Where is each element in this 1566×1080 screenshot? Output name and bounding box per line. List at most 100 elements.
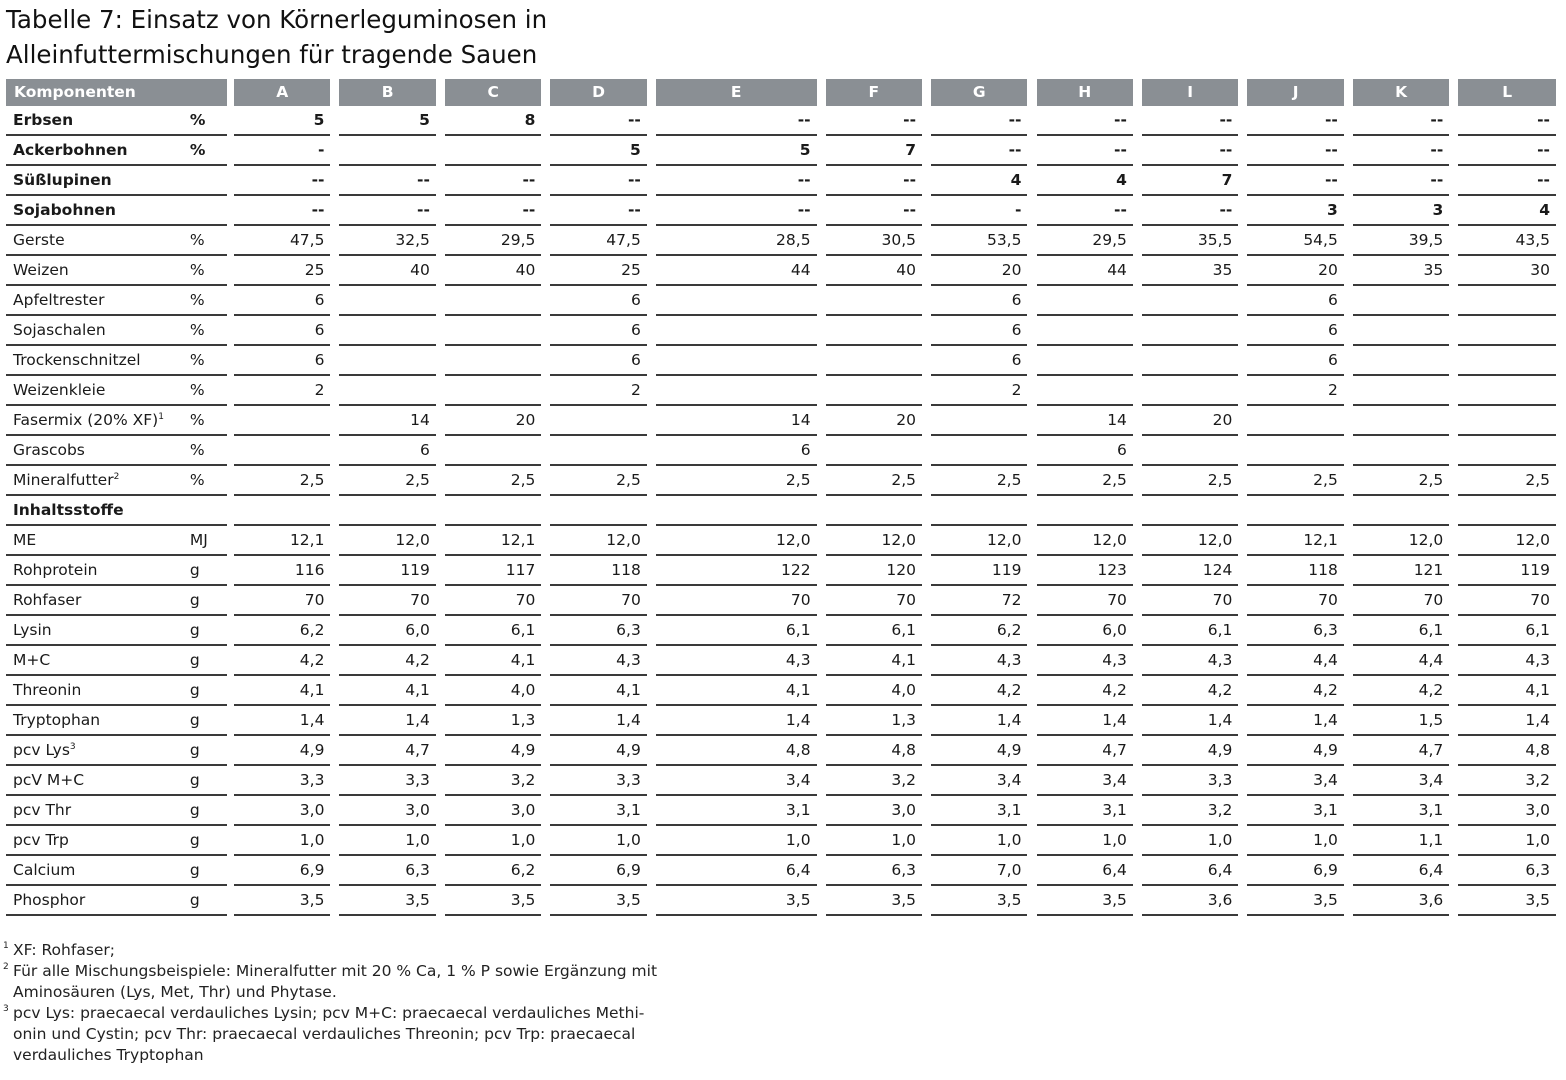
column-gap bbox=[1027, 645, 1036, 675]
cell-c: 4,9 bbox=[444, 735, 542, 766]
cell-l: 4 bbox=[1458, 195, 1556, 226]
column-gap bbox=[436, 135, 445, 165]
row-label: Tryptophan bbox=[6, 705, 190, 736]
cell-f: -- bbox=[825, 106, 923, 136]
column-gap bbox=[647, 735, 656, 765]
footnote-line: onin und Cystin; pcv Thr: praecaecal ver… bbox=[13, 1025, 636, 1043]
column-gap bbox=[1133, 735, 1142, 765]
column-gap bbox=[1238, 525, 1247, 555]
cell-l: 2,5 bbox=[1458, 465, 1556, 496]
row-unit: g bbox=[189, 855, 227, 886]
cell-c: 40 bbox=[444, 255, 542, 286]
column-gap bbox=[227, 79, 235, 106]
cell-k: 6,4 bbox=[1352, 855, 1450, 886]
row-label-text: pcv Thr bbox=[13, 801, 72, 819]
row-unit bbox=[189, 195, 227, 226]
cell-g: - bbox=[931, 195, 1028, 226]
column-gap bbox=[1449, 315, 1458, 345]
table-row: Sojaschalen% 6 6 6 6 bbox=[6, 315, 1556, 346]
column-gap bbox=[922, 795, 931, 825]
cell-a: 6,9 bbox=[234, 855, 331, 886]
column-gap bbox=[817, 225, 826, 255]
table-row: Phosphor g 3,5 3,5 3,5 3,5 3,5 3,5 3,5 3,5 3,6 3,5 3… bbox=[6, 885, 1556, 916]
column-gap bbox=[330, 195, 339, 225]
column-gap bbox=[1343, 79, 1353, 106]
column-gap bbox=[436, 405, 445, 435]
row-unit: g bbox=[189, 735, 227, 766]
column-gap bbox=[1133, 465, 1142, 495]
column-gap bbox=[227, 705, 234, 735]
table-title: Tabelle 7: Einsatz von Körnerleguminosen… bbox=[6, 2, 906, 72]
cell-f: -- bbox=[825, 165, 923, 196]
column-gap bbox=[436, 255, 445, 285]
column-gap bbox=[541, 525, 550, 555]
cell-k: 3,1 bbox=[1352, 795, 1450, 826]
cell-d bbox=[550, 405, 647, 436]
cell-i: 1,0 bbox=[1141, 825, 1239, 856]
column-gap bbox=[817, 825, 826, 855]
footnote-line: verdauliches Tryptophan bbox=[13, 1046, 204, 1064]
cell-h: 1,0 bbox=[1036, 825, 1133, 856]
row-label: Fasermix (20% XF)1 bbox=[6, 405, 190, 436]
cell-f: 7 bbox=[825, 135, 923, 166]
row-label-text: Grascobs bbox=[13, 441, 85, 459]
cell-e: 4,3 bbox=[655, 645, 817, 676]
cell-l bbox=[1458, 285, 1556, 316]
column-gap bbox=[817, 435, 826, 465]
cell-a bbox=[234, 435, 331, 466]
row-label-text: pcV M+C bbox=[13, 771, 85, 789]
cell-c: 2,5 bbox=[444, 465, 542, 496]
column-gap bbox=[541, 79, 551, 106]
column-gap bbox=[1449, 705, 1458, 735]
column-gap bbox=[1449, 735, 1458, 765]
row-unit bbox=[189, 165, 227, 196]
column-gap bbox=[541, 645, 550, 675]
footnote-mark: 3 bbox=[3, 1004, 9, 1014]
column-gap bbox=[1238, 315, 1247, 345]
cell-h: 3,4 bbox=[1036, 765, 1133, 796]
column-gap bbox=[1027, 885, 1036, 915]
column-gap bbox=[330, 675, 339, 705]
column-gap bbox=[227, 255, 234, 285]
column-gap bbox=[436, 885, 445, 915]
column-gap bbox=[1344, 885, 1353, 915]
cell-b: 3,0 bbox=[339, 795, 436, 826]
cell-f bbox=[825, 315, 923, 346]
column-gap bbox=[541, 825, 550, 855]
cell-f bbox=[825, 345, 923, 376]
cell-a: -- bbox=[234, 165, 331, 196]
row-unit: g bbox=[189, 825, 227, 856]
cell-f bbox=[825, 285, 923, 316]
column-gap bbox=[817, 675, 826, 705]
cell-k: -- bbox=[1352, 135, 1450, 166]
row-unit: g bbox=[189, 705, 227, 736]
column-gap bbox=[330, 375, 339, 405]
row-label: Threonin bbox=[6, 675, 190, 706]
cell-h: 123 bbox=[1036, 555, 1133, 586]
column-gap bbox=[1238, 255, 1247, 285]
cell-j: 3,4 bbox=[1247, 765, 1344, 796]
cell-e: 4,1 bbox=[655, 675, 817, 706]
cell-a: 6,2 bbox=[234, 615, 331, 646]
column-gap bbox=[1449, 405, 1458, 435]
cell-f: 70 bbox=[825, 585, 923, 616]
row-label: ME bbox=[6, 525, 190, 556]
cell-d: 1,0 bbox=[550, 825, 647, 856]
cell-a: 1,0 bbox=[234, 825, 331, 856]
column-gap bbox=[647, 465, 656, 495]
table-row: Trockenschnitzel% 6 6 6 6 bbox=[6, 345, 1556, 376]
cell-k: 35 bbox=[1352, 255, 1450, 286]
section-spacer bbox=[1247, 495, 1344, 526]
cell-k: 1,1 bbox=[1352, 825, 1450, 856]
cell-k: 3,6 bbox=[1352, 885, 1450, 916]
cell-i: -- bbox=[1141, 135, 1239, 166]
column-gap bbox=[647, 495, 656, 525]
row-label: Ackerbohnen bbox=[6, 135, 190, 166]
cell-l: 3,0 bbox=[1458, 795, 1556, 826]
column-gap bbox=[330, 555, 339, 585]
column-gap bbox=[330, 345, 339, 375]
column-gap bbox=[647, 315, 656, 345]
cell-i bbox=[1141, 375, 1239, 406]
cell-j: 1,4 bbox=[1247, 705, 1344, 736]
column-gap bbox=[817, 615, 826, 645]
